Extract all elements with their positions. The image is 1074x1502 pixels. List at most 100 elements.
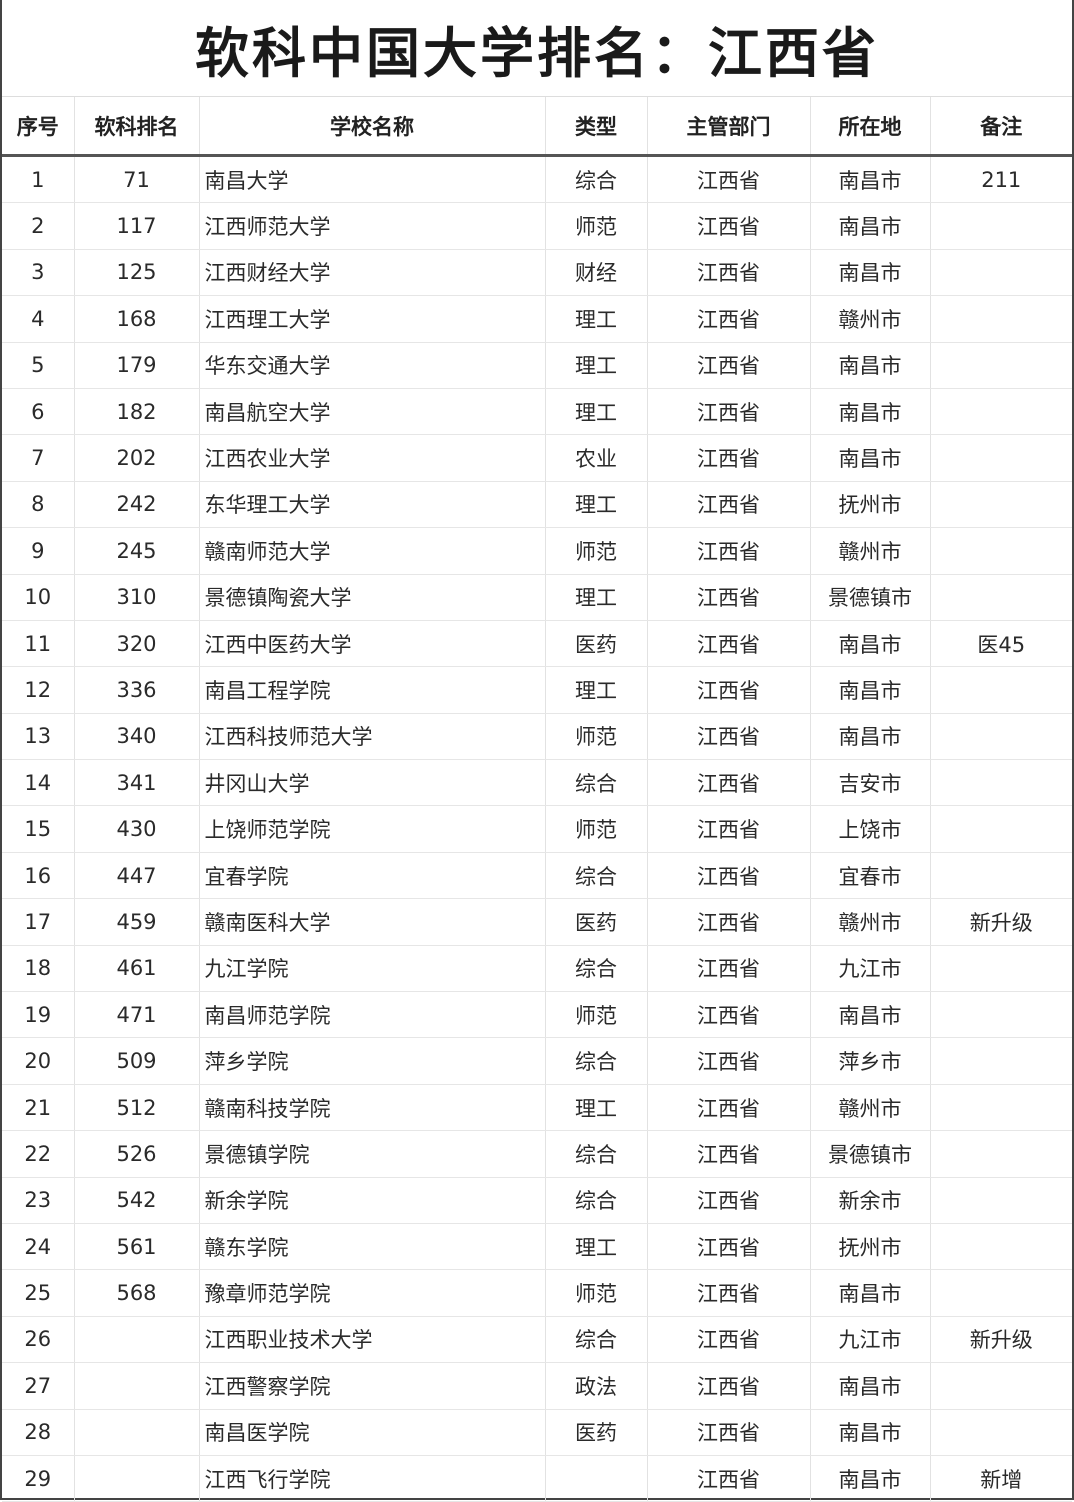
- cell-school-name: 景德镇陶瓷大学: [199, 574, 546, 621]
- cell-rank: 182: [74, 388, 200, 436]
- table-row: 20 509 萍乡学院 综合 江西省 萍乡市: [2, 1037, 1072, 1085]
- cell-authority: 江西省: [647, 434, 811, 482]
- cell-type: 理工: [545, 1084, 648, 1132]
- cell-note: [930, 1223, 1072, 1271]
- table-row: 18 461 九江学院 综合 江西省 九江市: [2, 945, 1072, 993]
- cell-rank: [74, 1316, 200, 1364]
- cell-seq: 26: [2, 1316, 75, 1364]
- cell-rank: 202: [74, 434, 200, 482]
- cell-seq: 7: [2, 434, 75, 482]
- cell-rank: 512: [74, 1084, 200, 1132]
- cell-location: 南昌市: [810, 991, 931, 1039]
- cell-location: 南昌市: [810, 342, 931, 389]
- cell-note: [930, 1177, 1072, 1224]
- cell-rank: 542: [74, 1177, 200, 1224]
- cell-seq: 6: [2, 388, 75, 436]
- table-row: 19 471 南昌师范学院 师范 江西省 南昌市: [2, 991, 1072, 1039]
- cell-authority: 江西省: [647, 1316, 811, 1364]
- cell-school-name: 南昌医学院: [199, 1409, 546, 1456]
- cell-type: 理工: [545, 481, 648, 529]
- cell-location: 赣州市: [810, 295, 931, 343]
- cell-authority: 江西省: [647, 898, 811, 946]
- cell-authority: 江西省: [647, 1084, 811, 1132]
- cell-type: 理工: [545, 295, 648, 343]
- cell-rank: 430: [74, 805, 200, 853]
- cell-seq: 8: [2, 481, 75, 529]
- cell-seq: 22: [2, 1130, 75, 1178]
- cell-location: 宜春市: [810, 852, 931, 900]
- cell-location: 新余市: [810, 1177, 931, 1224]
- cell-note: [930, 1409, 1072, 1456]
- cell-school-name: 江西财经大学: [199, 249, 546, 297]
- cell-type: 师范: [545, 805, 648, 853]
- cell-location: 南昌市: [810, 434, 931, 482]
- cell-rank: 179: [74, 342, 200, 389]
- cell-type: 师范: [545, 1269, 648, 1317]
- cell-note: [930, 202, 1072, 250]
- cell-location: 赣州市: [810, 898, 931, 946]
- cell-seq: 11: [2, 620, 75, 668]
- cell-authority: 江西省: [647, 1269, 811, 1317]
- cell-seq: 20: [2, 1037, 75, 1085]
- cell-location: 萍乡市: [810, 1037, 931, 1085]
- cell-note: [930, 666, 1072, 714]
- cell-school-name: 南昌工程学院: [199, 666, 546, 714]
- cell-location: 南昌市: [810, 620, 931, 668]
- cell-type: 综合: [545, 945, 648, 993]
- cell-type: 理工: [545, 666, 648, 714]
- cell-school-name: 江西科技师范大学: [199, 713, 546, 761]
- cell-school-name: 井冈山大学: [199, 759, 546, 807]
- cell-location: 南昌市: [810, 155, 931, 204]
- cell-seq: 28: [2, 1409, 75, 1456]
- table-row: 23 542 新余学院 综合 江西省 新余市: [2, 1177, 1072, 1224]
- cell-type: 师范: [545, 527, 648, 575]
- cell-type: 综合: [545, 852, 648, 900]
- cell-location: 南昌市: [810, 202, 931, 250]
- cell-note: 211: [930, 155, 1072, 204]
- cell-authority: 江西省: [647, 759, 811, 807]
- cell-type: 综合: [545, 1037, 648, 1085]
- cell-seq: 1: [2, 155, 75, 204]
- cell-location: 赣州市: [810, 527, 931, 575]
- table-row: 27 江西警察学院 政法 江西省 南昌市: [2, 1362, 1072, 1410]
- cell-seq: 10: [2, 574, 75, 621]
- cell-note: [930, 1130, 1072, 1178]
- cell-location: 南昌市: [810, 1269, 931, 1317]
- cell-type: 医药: [545, 898, 648, 946]
- cell-type: 理工: [545, 574, 648, 621]
- cell-note: [930, 1084, 1072, 1132]
- cell-authority: 江西省: [647, 481, 811, 529]
- table-row: 24 561 赣东学院 理工 江西省 抚州市: [2, 1223, 1072, 1271]
- cell-rank: 471: [74, 991, 200, 1039]
- cell-note: [930, 249, 1072, 297]
- cell-school-name: 九江学院: [199, 945, 546, 993]
- table-row: 5 179 华东交通大学 理工 江西省 南昌市: [2, 342, 1072, 389]
- cell-note: [930, 295, 1072, 343]
- table-row: 15 430 上饶师范学院 师范 江西省 上饶市: [2, 805, 1072, 853]
- table-row: 10 310 景德镇陶瓷大学 理工 江西省 景德镇市: [2, 574, 1072, 621]
- cell-note: 医45: [930, 620, 1072, 668]
- cell-school-name: 南昌大学: [199, 155, 546, 204]
- cell-authority: 江西省: [647, 991, 811, 1039]
- cell-location: 抚州市: [810, 481, 931, 529]
- column-header-seq: 序号: [2, 97, 75, 157]
- cell-seq: 9: [2, 527, 75, 575]
- cell-authority: 江西省: [647, 295, 811, 343]
- table-row: 9 245 赣南师范大学 师范 江西省 赣州市: [2, 527, 1072, 575]
- cell-rank: [74, 1409, 200, 1456]
- cell-rank: [74, 1455, 200, 1502]
- cell-school-name: 宜春学院: [199, 852, 546, 900]
- cell-location: 抚州市: [810, 1223, 931, 1271]
- cell-note: [930, 805, 1072, 853]
- cell-authority: 江西省: [647, 1455, 811, 1502]
- cell-seq: 25: [2, 1269, 75, 1317]
- cell-school-name: 江西职业技术大学: [199, 1316, 546, 1364]
- cell-authority: 江西省: [647, 342, 811, 389]
- cell-school-name: 赣南医科大学: [199, 898, 546, 946]
- cell-authority: 江西省: [647, 852, 811, 900]
- table-row: 26 江西职业技术大学 综合 江西省 九江市 新升级: [2, 1316, 1072, 1364]
- cell-location: 南昌市: [810, 388, 931, 436]
- cell-authority: 江西省: [647, 1037, 811, 1085]
- cell-authority: 江西省: [647, 1177, 811, 1224]
- cell-type: 理工: [545, 1223, 648, 1271]
